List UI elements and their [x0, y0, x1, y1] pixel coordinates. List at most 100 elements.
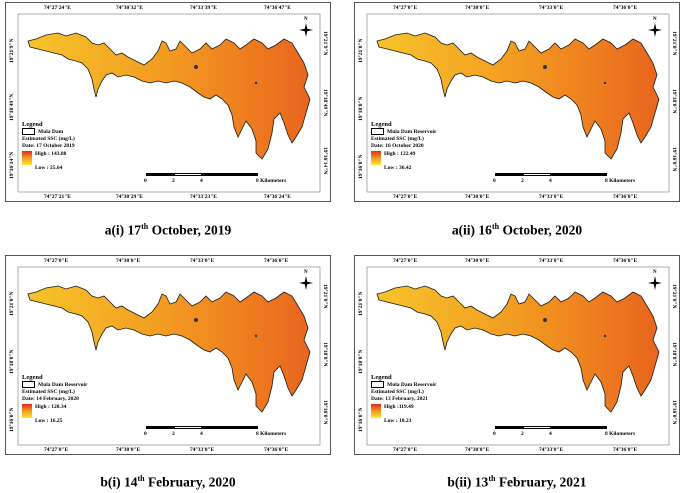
legend-low: Low : 16.25	[35, 417, 63, 424]
left-coord-3: 19°16'0"N	[358, 154, 364, 179]
map-panel-a2: 74°27'0"E 74°30'0"E 74°33'0"E 74°36'0"E …	[354, 2, 680, 202]
scale-tick-4: 4	[549, 178, 552, 184]
bottom-coord-4: 74°36'0"E	[613, 194, 638, 200]
scale-bar: 0 2 4 8 Kilometers	[493, 173, 665, 184]
top-coord-3: 74°33'0"E	[539, 5, 564, 11]
bottom-coord-3: 74°33'0"E	[539, 447, 564, 453]
reservoir-swatch	[22, 128, 35, 135]
left-coord-2: 19°18'49"N	[9, 93, 15, 121]
bottom-coord-1: 74°27'0"E	[44, 447, 69, 453]
map-panel-b1: 74°27'0"E 74°30'0"E 74°33'0"E 74°36'0"E …	[5, 255, 331, 455]
scale-tick-8: 8 Kilometers	[256, 431, 287, 437]
legend-high: High : 120.34	[35, 403, 67, 410]
island-marker	[543, 65, 547, 69]
reservoir-shape	[376, 285, 660, 413]
legend-date: Date: 14 February, 2020	[22, 395, 79, 402]
top-coord-1: 74°27'24"E	[44, 5, 71, 11]
left-coord-2: 19°18'0"N	[358, 96, 364, 121]
reservoir-swatch	[22, 381, 35, 388]
top-coord-1: 74°27'0"E	[44, 258, 69, 264]
top-coord-2: 74°30'0"E	[465, 258, 490, 264]
legend-title: Legend	[22, 374, 43, 381]
scale-tick-2: 2	[521, 178, 524, 184]
legend-title: Legend	[371, 121, 392, 128]
left-coord-1: 19°21'0"N	[9, 291, 15, 316]
top-coord-2: 74°30'0"E	[465, 5, 490, 11]
reservoir-map	[17, 13, 321, 193]
reservoir-shape	[27, 32, 311, 160]
bottom-coord-4: 74°36'0"E	[264, 447, 289, 453]
bottom-coord-2: 74°30'0"E	[116, 447, 141, 453]
right-coord-2: 19°18'0"N	[671, 342, 677, 367]
left-coord-2: 19°18'0"N	[9, 349, 15, 374]
scale-tick-4: 4	[549, 431, 552, 437]
scale-tick-2: 2	[172, 431, 175, 437]
ssc-color-ramp	[371, 403, 381, 418]
map-frame	[366, 13, 670, 193]
reservoir-swatch	[371, 128, 384, 135]
reservoir-shape	[376, 32, 660, 160]
right-coord-2: 19°18'0"N	[322, 342, 328, 367]
scale-tick-0: 0	[144, 431, 147, 437]
left-coord-3: 19°16'0"N	[9, 407, 15, 432]
map-panel-a1: 74°27'24"E 74°30'32"E 74°33'39"E 74°36'4…	[5, 2, 331, 202]
map-panel-b2: 74°27'0"E 74°30'0"E 74°33'0"E 74°36'0"E …	[354, 255, 680, 455]
legend-low: Low : 25.64	[35, 164, 63, 171]
north-label: N	[653, 270, 657, 275]
north-label: N	[653, 17, 657, 22]
legend-low: Low : 36.42	[384, 164, 412, 171]
right-coord-3: 19°16'0"N	[322, 400, 328, 425]
left-coord-1: 19°21'9"N	[9, 38, 15, 63]
legend-range: High : 120.34 Low : 16.25	[22, 403, 88, 425]
bottom-coord-3: 74°33'23"E	[190, 194, 217, 200]
map-legend: Legend Mula Dam Reservoir Estimated SSC …	[371, 121, 437, 172]
top-coord-3: 74°33'0"E	[539, 258, 564, 264]
map-legend: Legend Mula Dam Estimated SSC (mg/L) Dat…	[22, 121, 75, 172]
reservoir-map	[366, 13, 670, 193]
ssc-color-ramp	[22, 403, 32, 418]
island-marker	[254, 334, 258, 338]
bottom-coord-2: 74°30'0"E	[465, 194, 490, 200]
island-marker	[194, 318, 198, 322]
top-coord-4: 74°36'0"E	[264, 258, 289, 264]
island-marker	[603, 81, 607, 85]
right-coord-1: 19°21'0"N	[671, 31, 677, 56]
scale-bar: 0 2 4 8 Kilometers	[144, 173, 316, 184]
top-coord-2: 74°30'0"E	[116, 258, 141, 264]
scale-tick-8: 8 Kilometers	[605, 178, 636, 184]
top-coord-3: 74°33'0"E	[190, 258, 215, 264]
left-coord-2: 19°18'0"N	[358, 349, 364, 374]
map-legend: Legend Mula Dam Reservoir Estimated SSC …	[371, 374, 437, 425]
scale-tick-4: 4	[200, 178, 203, 184]
panel-caption-a2: a(ii) 16th October, 2020	[451, 222, 583, 238]
top-coord-2: 74°30'32"E	[116, 5, 143, 11]
north-label: N	[304, 17, 308, 22]
island-marker	[603, 334, 607, 338]
legend-range: High : 122.49 Low : 36.42	[371, 150, 437, 172]
north-arrow-icon: N	[648, 270, 662, 290]
legend-high: High :119.49	[384, 403, 414, 410]
legend-entry: Mula Dam Reservoir	[22, 381, 88, 389]
scale-tick-8: 8 Kilometers	[256, 178, 287, 184]
bottom-coord-1: 74°27'0"E	[393, 194, 418, 200]
top-coord-1: 74°27'0"E	[393, 258, 418, 264]
legend-ssc: Estimated SSC (mg/L)	[22, 135, 75, 142]
island-marker	[194, 65, 198, 69]
reservoir-shape	[27, 285, 311, 413]
legend-high: High : 122.49	[384, 150, 416, 157]
top-coord-3: 74°33'39"E	[190, 5, 217, 11]
legend-ssc: Estimated SSC (mg/L)	[22, 388, 75, 395]
bottom-coord-2: 74°30'29"E	[116, 194, 143, 200]
legend-high: High : 143.88	[35, 150, 67, 157]
legend-ssc: Estimated SSC (mg/L)	[371, 135, 424, 142]
top-coord-1: 74°27'0"E	[393, 5, 418, 11]
bottom-coord-4: 74°36'0"E	[613, 447, 638, 453]
reservoir-swatch	[371, 381, 384, 388]
scale-tick-0: 0	[493, 431, 496, 437]
legend-title: Legend	[371, 374, 392, 381]
reservoir-map	[366, 266, 670, 446]
reservoir-map	[17, 266, 321, 446]
right-coord-2: 19°18'0"N	[671, 89, 677, 114]
top-coord-4: 74°36'0"E	[613, 5, 638, 11]
left-coord-1: 19°21'0"N	[358, 291, 364, 316]
